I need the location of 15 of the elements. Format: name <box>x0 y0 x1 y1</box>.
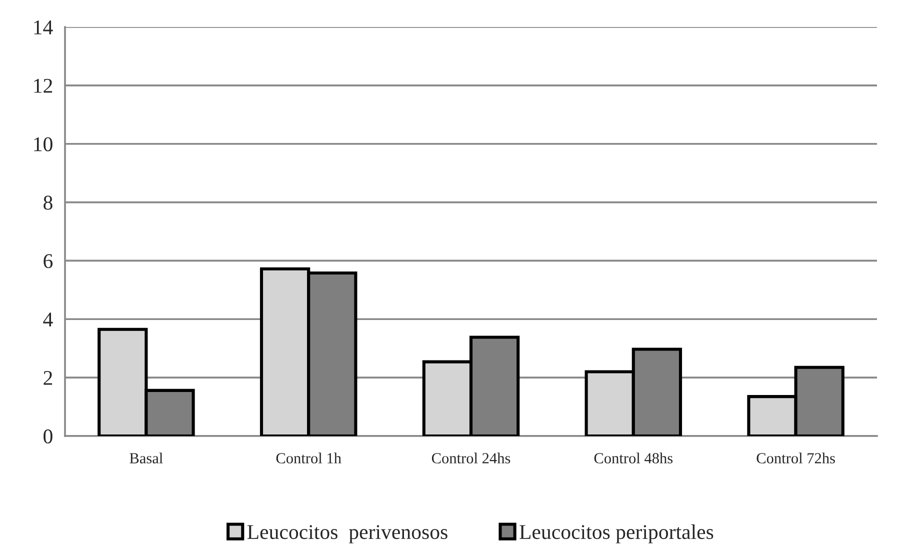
legend-label: Leucocitos periportales <box>520 524 714 544</box>
y-tick-label: 14 <box>34 20 53 34</box>
x-tick-label: Control 1h <box>276 452 342 464</box>
y-tick-label: 6 <box>44 254 53 268</box>
y-tick-label: 8 <box>44 196 52 210</box>
x-tick-label: Basal <box>130 452 163 464</box>
x-tick-label: Control 72hs <box>756 452 835 464</box>
y-tick-label: 4 <box>43 312 53 326</box>
y-tick-label: 0 <box>44 429 52 444</box>
x-tick-label: Control 48hs <box>594 452 673 464</box>
legend-label: Leucocitos perivenosos <box>247 525 448 544</box>
x-tick-label: Control 24hs <box>432 452 510 464</box>
y-tick-label: 10 <box>34 137 52 152</box>
y-tick-label: 12 <box>34 78 52 93</box>
y-tick-label: 2 <box>44 371 52 385</box>
